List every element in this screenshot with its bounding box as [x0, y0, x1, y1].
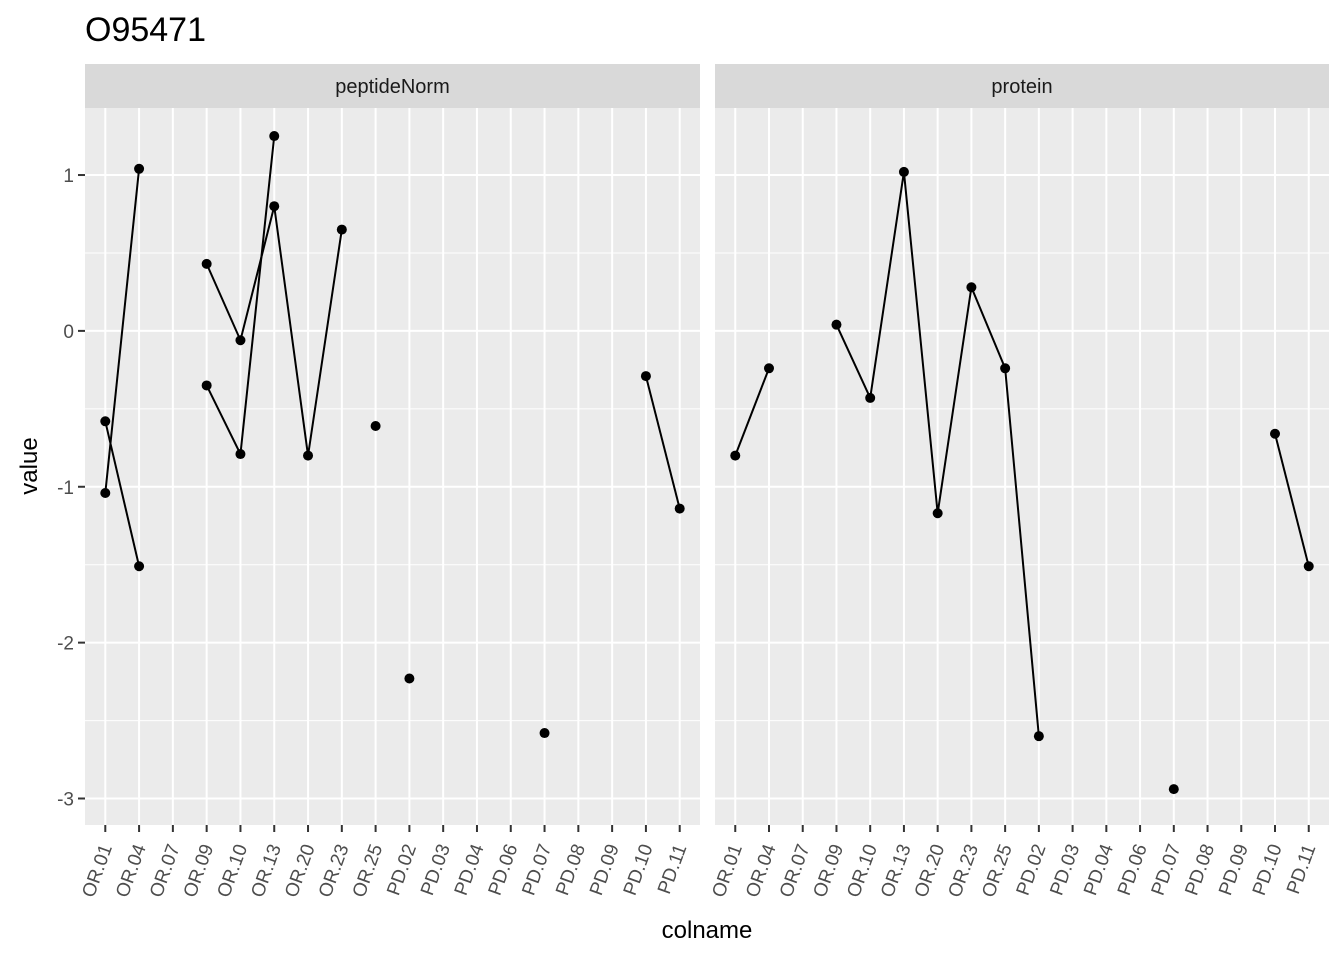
y-tick-label: -2	[57, 634, 74, 655]
x-tick-label: PD.09	[586, 842, 624, 899]
y-tick-label: 1	[63, 166, 74, 187]
y-tick-label: -1	[57, 478, 74, 499]
series-line	[1274, 433, 1310, 567]
data-point	[269, 201, 280, 212]
x-tick-label: PD.03	[1047, 842, 1085, 899]
data-point	[640, 371, 651, 382]
series-line	[644, 375, 681, 509]
x-tick-label: OR.01	[708, 842, 747, 901]
series-line	[104, 421, 141, 567]
data-point	[539, 728, 550, 739]
data-point	[763, 363, 774, 374]
x-tick-label: OR.04	[112, 841, 151, 900]
panels-layer: -3-2-101peptideNormOR.01OR.04OR.07OR.09O…	[57, 64, 1329, 900]
y-tick-label: -3	[57, 790, 74, 811]
x-tick-label: PD.03	[417, 842, 455, 899]
x-tick-label: PD.04	[451, 841, 489, 898]
x-tick-label: PD.11	[654, 842, 691, 897]
x-tick-label: OR.10	[843, 842, 882, 901]
x-tick-label: PD.04	[1080, 841, 1118, 898]
x-tick-label: OR.23	[315, 842, 354, 901]
x-tick-label: PD.11	[1283, 842, 1320, 897]
x-tick-label: PD.08	[552, 842, 590, 899]
data-point	[235, 335, 246, 346]
x-tick-label: PD.09	[1215, 842, 1253, 899]
x-tick-label: OR.07	[146, 842, 185, 901]
data-point	[831, 319, 842, 330]
facet-panel-protein: proteinOR.01OR.04OR.07OR.09OR.10OR.13OR.…	[708, 64, 1329, 900]
series-line	[734, 367, 770, 456]
y-axis-title: value	[16, 437, 43, 494]
data-point	[1168, 784, 1179, 795]
x-axis-title: colname	[662, 917, 753, 944]
data-point	[336, 224, 347, 235]
x-tick-label: OR.01	[78, 842, 117, 901]
data-point	[966, 282, 977, 293]
data-point	[370, 420, 381, 431]
data-point	[1000, 363, 1011, 374]
data-point	[1033, 731, 1044, 742]
data-point	[674, 503, 685, 514]
x-tick-label: OR.10	[214, 842, 253, 901]
data-point	[201, 258, 212, 269]
data-point	[303, 450, 314, 461]
panel-background	[85, 108, 700, 825]
x-tick-label: OR.20	[281, 842, 320, 901]
facet-strip	[85, 64, 700, 108]
data-point	[201, 380, 212, 391]
data-point	[100, 416, 111, 427]
data-point	[100, 487, 111, 498]
x-tick-label: PD.08	[1181, 842, 1219, 899]
x-tick-label: PD.10	[1249, 842, 1287, 899]
x-tick-label: PD.06	[485, 842, 523, 899]
data-point	[134, 561, 145, 572]
chart-title: O95471	[85, 11, 206, 49]
x-tick-label: OR.07	[776, 842, 815, 901]
x-tick-label: PD.07	[518, 842, 556, 899]
data-point	[730, 450, 741, 461]
x-tick-label: OR.25	[978, 842, 1017, 901]
x-tick-label: OR.09	[810, 842, 849, 901]
x-tick-label: PD.02	[383, 842, 421, 899]
facet-strip	[715, 64, 1329, 108]
facet-strip-label: peptideNorm	[335, 76, 450, 98]
data-point	[269, 131, 280, 142]
x-tick-label: OR.09	[180, 842, 219, 901]
x-tick-label: PD.07	[1148, 842, 1186, 899]
series-line	[104, 168, 141, 494]
data-point	[404, 673, 415, 684]
facet-panel-peptideNorm: peptideNorm OR.01OR.04OR.07OR.09OR.10OR.1…	[78, 64, 700, 900]
x-tick-label: OR.20	[911, 842, 950, 901]
x-tick-label: PD.02	[1013, 842, 1051, 899]
data-point	[1303, 561, 1314, 572]
x-tick-label: OR.25	[349, 842, 388, 901]
panel-background	[715, 108, 1329, 825]
facet-strip-label: protein	[991, 76, 1052, 98]
data-point	[932, 508, 943, 519]
x-tick-label: OR.04	[742, 841, 781, 900]
data-point	[235, 449, 246, 460]
x-tick-label: OR.13	[247, 842, 286, 901]
y-tick-label: 0	[63, 322, 74, 343]
data-point	[134, 163, 145, 174]
x-tick-label: PD.06	[1114, 842, 1152, 899]
data-point	[865, 392, 876, 403]
x-tick-label: PD.10	[620, 842, 658, 899]
x-tick-label: OR.23	[945, 842, 984, 901]
x-tick-label: OR.13	[877, 842, 916, 901]
data-point	[898, 166, 909, 177]
data-point	[1270, 428, 1281, 439]
